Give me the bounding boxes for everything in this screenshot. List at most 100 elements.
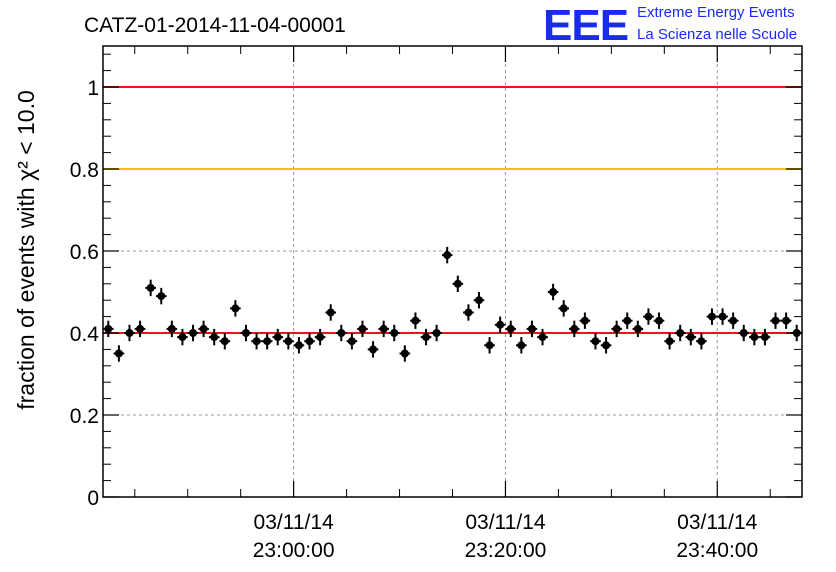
data-point	[304, 333, 315, 350]
point-marker	[369, 345, 378, 354]
point-marker	[443, 251, 452, 260]
point-marker	[655, 316, 664, 325]
point-marker	[411, 316, 420, 325]
y-tick-label: 1	[87, 77, 99, 100]
data-point	[558, 300, 569, 317]
data-point	[325, 304, 336, 321]
data-point	[759, 328, 771, 346]
point-marker	[273, 333, 282, 342]
point-marker	[718, 312, 727, 321]
point-marker	[125, 329, 134, 337]
data-point	[643, 308, 654, 325]
reference-lines	[103, 86, 802, 334]
data-point	[420, 328, 432, 346]
data-point	[653, 312, 665, 329]
data-point	[579, 312, 591, 329]
x-tick-date: 03/11/14	[254, 511, 335, 534]
point-marker	[326, 308, 335, 317]
y-tick-label: 0.2	[70, 405, 99, 428]
data-point	[685, 328, 697, 346]
data-point	[166, 320, 178, 338]
y-tick-label: 0.6	[70, 241, 99, 264]
data-point	[632, 320, 644, 338]
data-point	[590, 333, 601, 350]
y-tick-label: 0.4	[70, 323, 100, 346]
data-point	[473, 292, 485, 309]
data-point	[283, 333, 294, 350]
data-point	[611, 320, 622, 338]
data-point	[399, 345, 411, 362]
x-tick-time: 23:20:00	[465, 539, 547, 562]
point-marker	[676, 329, 685, 337]
point-marker	[485, 341, 494, 350]
point-marker	[284, 337, 293, 346]
point-marker	[358, 324, 367, 333]
data-point	[600, 337, 612, 354]
point-marker	[316, 333, 325, 342]
x-tick-date: 03/11/14	[677, 511, 758, 534]
data-point	[293, 337, 305, 354]
logo-line2: La Scienza nelle Scuole	[637, 26, 797, 43]
point-marker	[496, 320, 505, 329]
point-marker	[729, 316, 738, 325]
point-marker	[400, 349, 409, 358]
point-marker	[538, 333, 547, 342]
data-point	[113, 345, 125, 362]
data-point	[388, 324, 400, 342]
x-axis: 03/11/14 23:00:00 03/11/14 23:20:00 03/11/14…	[134, 46, 771, 562]
data-point	[441, 246, 453, 264]
point-marker	[453, 279, 462, 288]
data-point	[526, 320, 538, 338]
point-marker	[347, 337, 356, 346]
point-marker	[189, 329, 198, 337]
data-point	[378, 320, 389, 338]
data-point	[134, 320, 146, 338]
grid	[103, 46, 802, 497]
data-point	[537, 328, 548, 346]
point-marker	[422, 333, 431, 342]
logo-mark: EEE	[543, 1, 628, 50]
point-marker	[390, 329, 399, 337]
data-point	[357, 320, 368, 338]
data-point	[208, 328, 220, 346]
data-point	[251, 333, 262, 350]
point-marker	[580, 316, 589, 325]
data-point	[124, 324, 135, 342]
y-axis: 0 0.2 0.4 0.6 0.8 1	[70, 53, 802, 510]
point-marker	[623, 316, 632, 325]
point-marker	[210, 333, 219, 342]
data-point	[463, 304, 474, 321]
data-point	[621, 312, 633, 329]
data-point	[261, 333, 273, 350]
data-point	[780, 312, 792, 329]
point-marker	[157, 292, 166, 301]
data-point	[177, 328, 188, 346]
y-tick-label: 0	[87, 487, 99, 510]
point-marker	[506, 324, 515, 333]
x-tick-time: 23:00:00	[253, 539, 335, 562]
point-marker	[750, 333, 759, 342]
data-point	[494, 316, 506, 333]
data-point	[219, 333, 231, 350]
data-points	[103, 246, 802, 362]
point-marker	[707, 312, 716, 321]
data-point	[431, 324, 442, 342]
point-marker	[294, 341, 303, 350]
logo-line1: Extreme Energy Events	[637, 4, 795, 21]
point-marker	[241, 329, 250, 337]
data-point	[516, 337, 527, 354]
x-tick-date: 03/11/14	[465, 511, 546, 534]
eee-logo: EEE Extreme Energy Events La Scienza nel…	[543, 1, 797, 50]
data-point	[569, 320, 580, 338]
point-marker	[602, 341, 611, 350]
point-marker	[644, 312, 653, 321]
data-point	[717, 308, 728, 325]
plot-frame	[102, 45, 803, 498]
point-marker	[760, 333, 769, 342]
point-marker	[252, 337, 261, 346]
data-point	[452, 275, 464, 292]
data-point	[749, 328, 760, 346]
point-marker	[379, 324, 388, 333]
data-point	[770, 312, 781, 329]
